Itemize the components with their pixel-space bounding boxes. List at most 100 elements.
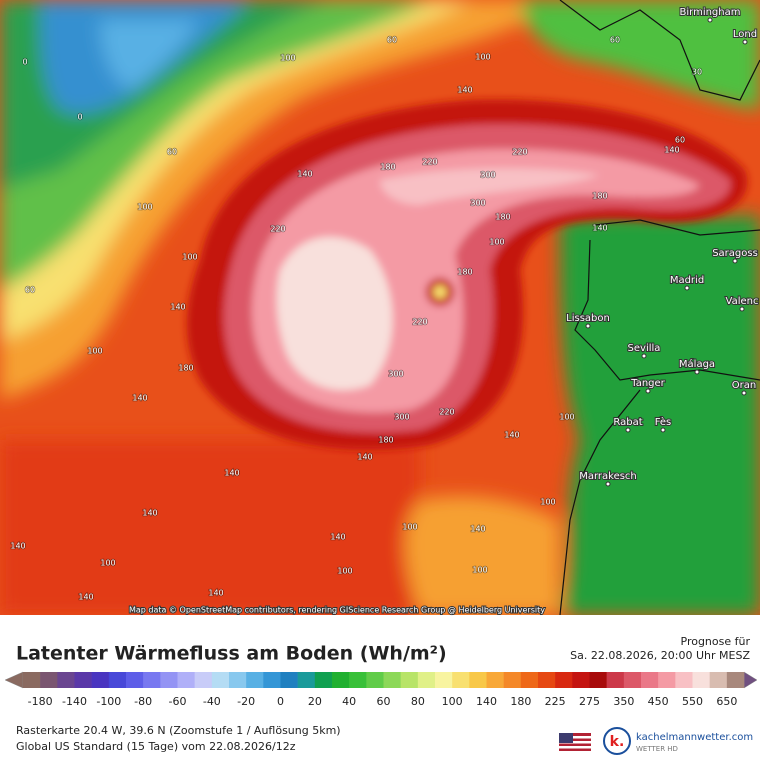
colorbar-tick-label: 450 (648, 695, 669, 708)
colorbar-tick-label: 225 (545, 695, 566, 708)
contour-label: 0 (77, 113, 82, 122)
colorbar-swatch (486, 672, 504, 688)
contour-label: 180 (178, 364, 193, 373)
colorbar-swatch (57, 672, 75, 688)
colorbar-swatch (452, 672, 470, 688)
colorbar-swatch (194, 672, 213, 688)
colorbar-swatch (572, 672, 590, 688)
contour-label: 140 (208, 589, 223, 598)
colorbar-swatch (366, 672, 384, 688)
colorbar-swatch (623, 672, 642, 688)
contour-label: 180 (457, 268, 472, 277)
attribution: Map data © OpenStreetMap contributors, r… (129, 606, 545, 615)
city-dot (645, 388, 651, 394)
city-label: Valenc (726, 296, 759, 307)
city-dot (739, 306, 745, 312)
contour-label: 30 (692, 68, 702, 77)
colorbar-tick-label: 40 (342, 695, 356, 708)
colorbar-swatch (40, 672, 58, 688)
forecast-time: Sa. 22.08.2026, 20:00 Uhr MESZ (570, 649, 750, 662)
contour-label: 100 (489, 238, 504, 247)
city-dot (684, 285, 690, 291)
city-label: Lond (733, 29, 757, 40)
colorbar-swatch (91, 672, 110, 688)
contour-label: 220 (412, 318, 427, 327)
contour-label: 220 (439, 408, 454, 417)
colorbar-tick-label: 0 (277, 695, 284, 708)
contour-label: 300 (480, 171, 495, 180)
contour-label: 60 (25, 286, 35, 295)
contour-label: 140 (330, 533, 345, 542)
contour-label: 100 (100, 559, 115, 568)
colorbar-swatch (400, 672, 419, 688)
colorbar-swatch (658, 672, 676, 688)
colorbar-swatch (297, 672, 316, 688)
colorbar-tick-label: 80 (411, 695, 425, 708)
contour-label: 100 (87, 347, 102, 356)
colorbar-tick-label: 350 (613, 695, 634, 708)
contour-label: 180 (378, 436, 393, 445)
map: Birmingham Lond Saragoss Madrid Valenc Lissab… (0, 0, 760, 615)
cyclone (186, 99, 748, 450)
contour-label: 220 (270, 225, 285, 234)
contour-label: 180 (495, 213, 510, 222)
city-label: Tanger (630, 378, 665, 389)
contour-label: 100 (137, 203, 152, 212)
contour-label: 140 (170, 303, 185, 312)
contour-label: 140 (142, 509, 157, 518)
coastline (559, 0, 760, 615)
city-label: Marrakesch (579, 471, 637, 482)
city-label: Birmingham (680, 7, 741, 18)
colorbar-swatch (503, 672, 522, 688)
contour-label: 60 (675, 136, 685, 145)
colorbar-swatch (555, 672, 573, 688)
contour-label: 180 (380, 163, 395, 172)
city-label: Fès (655, 416, 672, 428)
flag (559, 733, 591, 751)
colorbar-swatch (126, 672, 144, 688)
city-dot (641, 353, 647, 359)
colorbar-swatch (211, 672, 230, 688)
brand-sub: WETTER HD (636, 745, 678, 753)
city-dot (707, 17, 713, 23)
contour-label: 140 (78, 593, 93, 602)
colorbar-swatch (229, 672, 247, 688)
forecast-label: Prognose für (681, 635, 751, 648)
colorbar-tick-label: 550 (682, 695, 703, 708)
colorbar-tick-label: -80 (134, 695, 152, 708)
colorbar-swatch (108, 672, 127, 688)
contour-label: 140 (224, 469, 239, 478)
city-dot (660, 427, 666, 433)
colorbar-swatch (520, 672, 539, 688)
contour-label: 100 (475, 53, 490, 62)
contour-label: 140 (470, 525, 485, 534)
info-line: Rasterkarte 20.4 W, 39.6 N (Zoomstufe 1 … (16, 724, 341, 737)
colorbar-tick-label: 180 (510, 695, 531, 708)
colorbar-swatch (160, 672, 178, 688)
contour-label: 220 (512, 148, 527, 157)
city-label: Oran (732, 380, 756, 391)
colorbar-swatch (692, 672, 710, 688)
city-dot (585, 323, 591, 329)
legend-title: Latenter Wärmefluss am Boden (Wh/m²) (16, 643, 447, 665)
colorbar-tick-label: 60 (377, 695, 391, 708)
contour-label: 180 (592, 192, 607, 201)
colorbar-swatch (177, 672, 195, 688)
colorbar-swatch (589, 672, 607, 688)
colorbar-tick-label: 275 (579, 695, 600, 708)
colorbar-tick-label: 20 (308, 695, 322, 708)
contour-label: 140 (504, 431, 519, 440)
colorbar-tick-label: -20 (237, 695, 255, 708)
city-label: Rabat (613, 417, 642, 428)
contour-label: 300 (470, 199, 485, 208)
colorbar-swatch (606, 672, 625, 688)
colorbar-tick-label: 650 (716, 695, 737, 708)
city-dot (732, 258, 738, 264)
colorbar-swatch (538, 672, 556, 688)
colorbar-swatch (143, 672, 161, 688)
colorbar-tick-label: 140 (476, 695, 497, 708)
colorbar-tick-label: 100 (442, 695, 463, 708)
colorbar-tick-label: -100 (96, 695, 121, 708)
contour-label: 300 (394, 413, 409, 422)
contour-label: 300 (388, 370, 403, 379)
